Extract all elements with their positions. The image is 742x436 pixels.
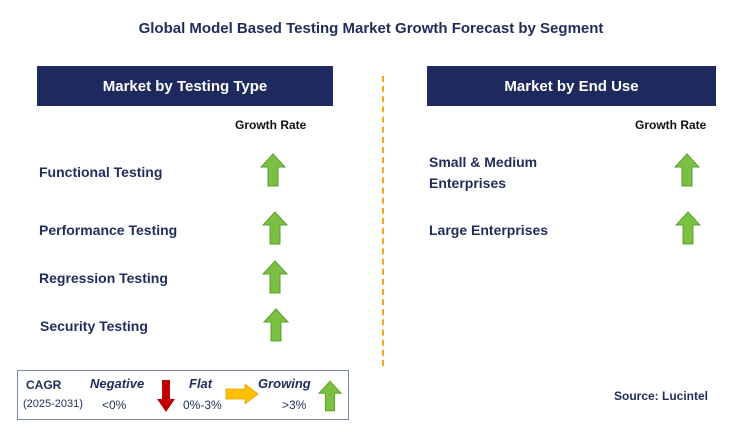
left-growth-rate-label: Growth Rate — [235, 118, 307, 132]
legend-growing-range: >3% — [282, 398, 307, 412]
negative-arrow-icon — [157, 380, 175, 412]
segment-security-testing: Security Testing — [40, 318, 148, 334]
growing-arrow-icon — [260, 153, 286, 187]
segment-label-line1: Small & Medium — [429, 154, 538, 170]
legend-cagr-label: CAGR — [26, 378, 62, 392]
growing-arrow-icon — [263, 308, 289, 342]
growing-arrow-icon — [262, 211, 288, 245]
end-use-header: Market by End Use — [427, 66, 716, 106]
right-growth-rate-label: Growth Rate — [635, 118, 707, 132]
cagr-legend: CAGR (2025-2031) Negative <0% Flat 0%-3%… — [17, 370, 349, 420]
segment-performance-testing: Performance Testing — [39, 222, 178, 238]
segment-regression-testing: Regression Testing — [39, 270, 168, 286]
testing-type-header: Market by Testing Type — [37, 66, 333, 106]
segment-small-medium-enterprises: Small & Medium Enterprises — [429, 152, 537, 194]
source-label: Source: Lucintel — [614, 389, 709, 403]
growing-arrow-icon — [674, 153, 700, 187]
legend-negative-label: Negative — [90, 376, 145, 391]
legend-flat-range: 0%-3% — [183, 398, 222, 412]
growing-arrow-icon — [318, 380, 342, 412]
growing-arrow-icon — [262, 260, 288, 294]
legend-negative-range: <0% — [102, 398, 127, 412]
growing-arrow-icon — [675, 211, 701, 245]
legend-period: (2025-2031) — [23, 398, 83, 410]
segment-functional-testing: Functional Testing — [39, 164, 163, 180]
legend-growing-label: Growing — [258, 376, 311, 391]
chart-title: Global Model Based Testing Market Growth… — [138, 20, 604, 37]
panel-divider — [382, 76, 384, 366]
segment-large-enterprises: Large Enterprises — [429, 222, 549, 238]
flat-arrow-icon — [225, 383, 259, 405]
segment-label-line2: Enterprises — [429, 175, 507, 191]
legend-flat-label: Flat — [189, 376, 213, 391]
